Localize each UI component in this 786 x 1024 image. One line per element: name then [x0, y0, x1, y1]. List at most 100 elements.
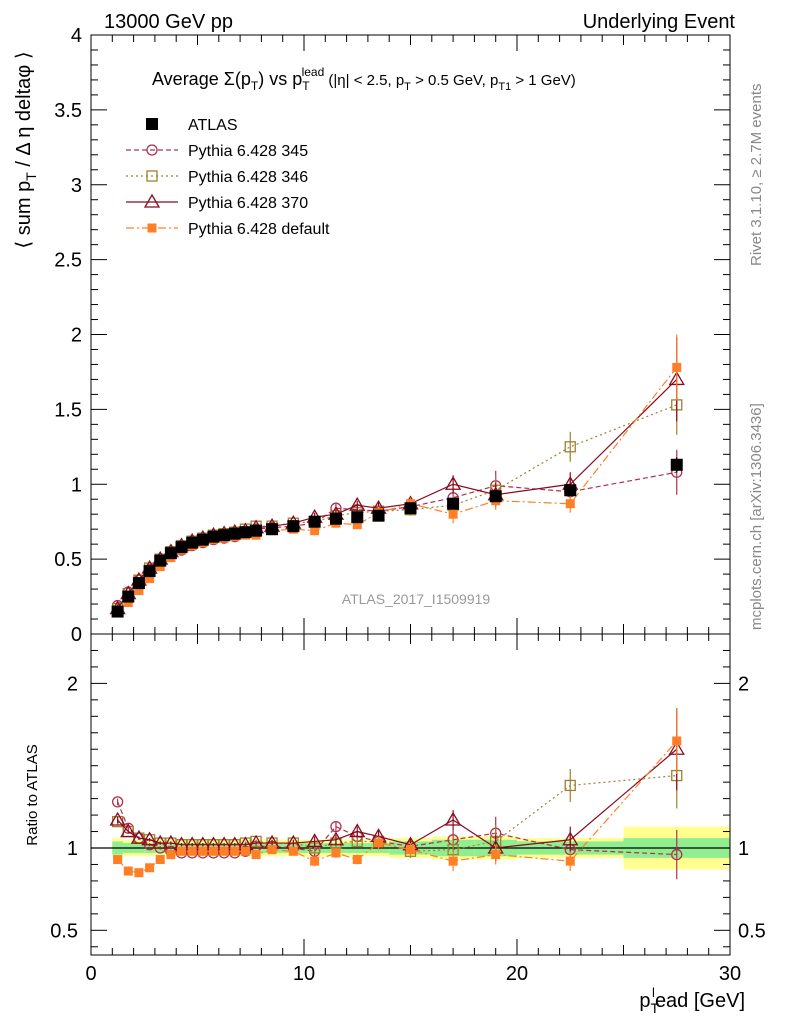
main-data-point: [122, 590, 135, 603]
main-data-point: [287, 520, 300, 533]
ratio-data-point: [198, 846, 208, 856]
ratio-data-point: [672, 736, 682, 746]
legend-label: Pythia 6.428 346: [188, 169, 308, 186]
main-data-point: [207, 530, 220, 543]
watermark: ATLAS_2017_I1509919: [342, 591, 491, 607]
y-tick-label: 3.5: [54, 100, 82, 122]
ratio-data-point: [177, 846, 187, 856]
ratio-data-point: [230, 846, 240, 856]
x-axis-title: pTlead [GeV]: [639, 985, 745, 1016]
x-tick-label: 20: [506, 963, 528, 985]
main-data-point: [672, 362, 682, 372]
main-data-point: [239, 526, 252, 539]
legend-label: Pythia 6.428 370: [188, 195, 308, 212]
y-tick-label: 0.5: [54, 549, 82, 571]
ratio-data-point: [406, 845, 415, 855]
ratio-data-point: [166, 850, 176, 860]
axes-ticks: 0 10 20 30 0 0.5 1 1.5 2 2.5 3 3.5 4 0.5 0.5 1 1 2 2: [50, 25, 766, 985]
ratio-y-tick-label: 2: [67, 673, 78, 695]
main-data-point: [351, 511, 364, 524]
ratio-data-point: [247, 834, 265, 849]
ratio-data-point: [565, 856, 575, 866]
main-data-point: [372, 509, 385, 522]
ratio-data-point: [208, 846, 218, 856]
ratio-data-point: [145, 863, 155, 873]
main-data-point: [175, 541, 188, 554]
main-series-line: [117, 378, 678, 609]
ratio-data-point: [155, 855, 165, 865]
x-tick-label: 30: [719, 963, 741, 985]
legend-label: Pythia 6.428 default: [188, 221, 330, 238]
ratio-data-point: [562, 831, 579, 846]
main-data-point: [489, 490, 502, 503]
ratio-data-point: [251, 850, 261, 860]
ratio-data-point: [152, 834, 169, 849]
ratio-y-tick-label-right: 0.5: [738, 920, 766, 942]
ratio-data-point: [331, 848, 341, 858]
main-series-line: [117, 367, 678, 614]
ratio-data-point: [349, 823, 366, 838]
y-tick-label: 3: [71, 175, 82, 197]
legend-marker: [146, 144, 158, 156]
main-data-point: [111, 605, 124, 618]
mcplots-label: mcplots.cern.ch [arXiv:1306.3436]: [748, 403, 765, 630]
legend-marker: [146, 170, 158, 182]
main-data-point: [670, 458, 683, 471]
ratio-data-point: [352, 855, 362, 865]
main-panel-series: [109, 334, 685, 618]
ratio-data-point: [141, 831, 158, 846]
ratio-data-point: [671, 848, 683, 861]
main-data-point: [444, 475, 462, 490]
ratio-y-tick-label-right: 1: [738, 838, 749, 860]
ratio-data-point: [448, 856, 458, 866]
legend-marker: [146, 118, 158, 130]
ratio-panel-series: [109, 708, 685, 880]
ratio-data-point: [267, 845, 277, 855]
main-data-point: [448, 509, 458, 519]
x-tick-label: 10: [293, 963, 315, 985]
main-data-point: [447, 497, 460, 510]
ratio-data-point: [120, 823, 137, 838]
main-data-point: [145, 574, 155, 584]
main-data-point: [310, 526, 320, 536]
main-data-point: [308, 515, 321, 528]
main-data-point: [218, 529, 231, 542]
ratio-data-point: [310, 856, 320, 866]
y-tick-label: 2.5: [54, 250, 82, 272]
ratio-data-point: [123, 866, 133, 876]
ratio-data-point: [219, 846, 229, 856]
main-data-point: [132, 577, 145, 590]
ratio-data-point: [113, 855, 123, 865]
main-data-point: [329, 512, 342, 525]
ratio-data-point: [444, 811, 462, 826]
main-data-point: [228, 527, 241, 540]
legend-marker: [143, 193, 161, 208]
main-data-point: [164, 547, 177, 560]
ratio-data-point: [327, 831, 345, 846]
ratio-data-point: [130, 829, 148, 844]
ratio-data-point: [111, 796, 124, 808]
ratio-data-point: [109, 811, 126, 826]
header-right: Underlying Event: [583, 11, 736, 33]
ratio-data-point: [374, 838, 384, 848]
ratio-y-tick-label-right: 2: [738, 673, 749, 695]
y-tick-label: 2: [71, 325, 82, 347]
y-tick-label: 1.5: [54, 399, 82, 421]
chart-title: Average Σ(pT) vs pTlead (|η| < 2.5, pT >…: [152, 65, 576, 93]
header-left: 13000 GeV pp: [104, 11, 233, 33]
legend-marker: [147, 223, 157, 233]
y-tick-label: 4: [71, 25, 82, 47]
ratio-data-point: [491, 850, 501, 860]
ratio-y-tick-label: 0.5: [50, 920, 78, 942]
ratio-y-tick-label: 1: [67, 838, 78, 860]
ratio-series-line: [117, 748, 678, 849]
ratio-data-point: [240, 846, 250, 856]
ratio-y-axis-title: Ratio to ATLAS: [24, 744, 41, 845]
main-data-point: [564, 441, 576, 453]
main-data-point: [266, 523, 279, 536]
x-tick-label: 0: [85, 963, 96, 985]
main-data-point: [154, 554, 167, 567]
main-data-point: [250, 524, 263, 537]
ratio-data-point: [162, 834, 180, 849]
ratio-data-point: [187, 846, 197, 856]
